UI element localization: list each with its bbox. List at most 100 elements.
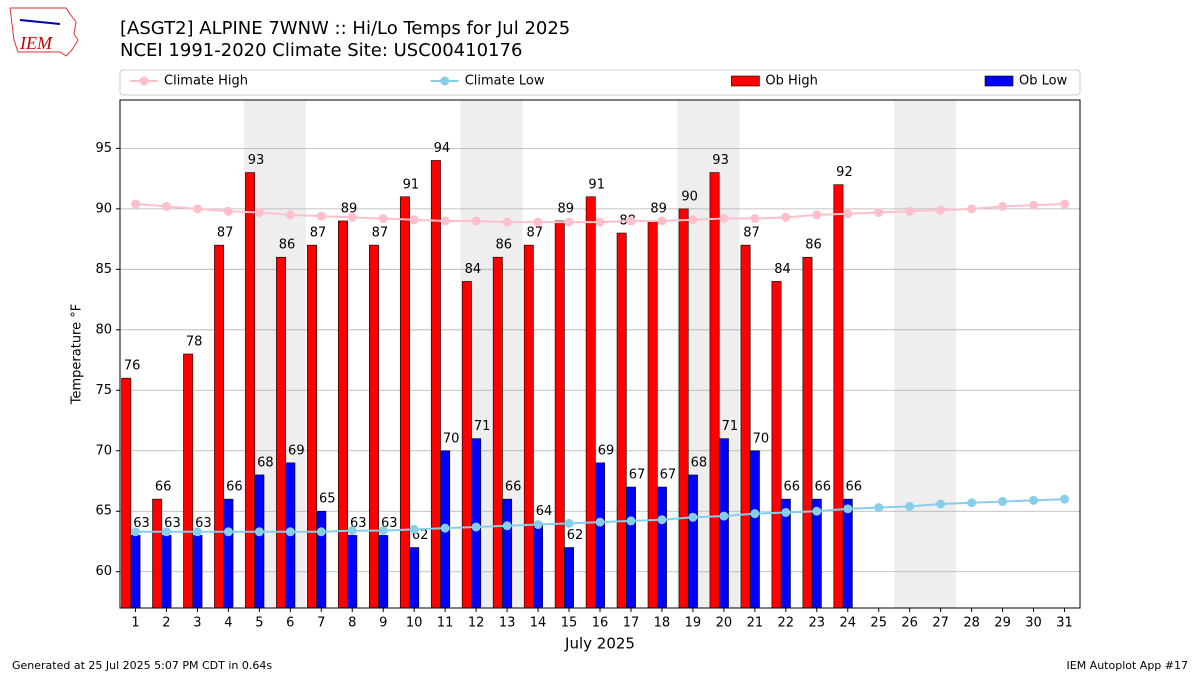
bar <box>338 220 348 609</box>
point <box>843 504 853 514</box>
data-label: 71 <box>722 419 739 434</box>
data-label: 66 <box>845 480 862 495</box>
point <box>409 215 419 225</box>
logo-text: IEM <box>19 33 53 53</box>
point <box>1029 200 1039 210</box>
point <box>843 209 853 219</box>
data-label: 67 <box>660 468 677 483</box>
x-tick-label: 30 <box>1025 616 1042 631</box>
x-tick-label: 25 <box>870 616 887 631</box>
legend-label: Climate Low <box>465 74 545 89</box>
bar <box>161 535 172 609</box>
point <box>192 527 202 537</box>
point <box>905 206 915 216</box>
bar <box>276 256 286 609</box>
point <box>998 497 1008 507</box>
x-tick-label: 10 <box>406 616 423 631</box>
x-tick-label: 21 <box>747 616 764 631</box>
x-tick-label: 23 <box>809 616 826 631</box>
point <box>688 512 698 522</box>
x-tick-label: 12 <box>468 616 485 631</box>
point <box>533 217 543 227</box>
x-tick-label: 2 <box>162 616 170 631</box>
data-label: 71 <box>474 419 491 434</box>
x-tick-label: 24 <box>839 616 856 631</box>
point <box>502 217 512 227</box>
bar <box>833 184 844 609</box>
x-tick-label: 6 <box>286 616 294 631</box>
weekend-shade <box>894 100 957 608</box>
bar <box>564 547 574 609</box>
data-label: 86 <box>805 238 822 253</box>
x-tick-label: 3 <box>193 616 201 631</box>
bar <box>554 220 565 609</box>
data-label: 86 <box>496 238 513 253</box>
x-tick-label: 11 <box>437 616 454 631</box>
data-label: 87 <box>217 226 234 241</box>
legend-swatch <box>731 75 760 87</box>
x-tick-label: 17 <box>623 616 640 631</box>
bar <box>130 535 141 609</box>
bar <box>740 244 751 609</box>
bar <box>254 474 265 609</box>
point <box>719 511 729 521</box>
data-label: 63 <box>195 516 212 531</box>
point <box>905 501 915 511</box>
point <box>347 212 357 222</box>
data-label: 63 <box>164 516 181 531</box>
point <box>254 207 264 217</box>
data-label: 62 <box>567 528 584 543</box>
bar <box>378 535 389 609</box>
data-label: 87 <box>743 226 760 241</box>
point <box>161 201 171 211</box>
bar <box>842 498 853 609</box>
x-tick-label: 8 <box>348 616 356 631</box>
bar <box>152 498 163 609</box>
point <box>533 520 543 530</box>
y-tick-label: 60 <box>95 564 112 579</box>
point <box>316 527 326 537</box>
point <box>223 206 233 216</box>
data-label: 70 <box>443 431 460 446</box>
data-label: 65 <box>319 492 336 507</box>
data-label: 92 <box>836 165 853 180</box>
bar <box>749 450 760 609</box>
logo-line <box>19 19 61 25</box>
bar <box>461 281 472 609</box>
data-label: 86 <box>279 238 296 253</box>
data-label: 76 <box>124 359 141 374</box>
data-label: 70 <box>753 431 770 446</box>
point <box>812 210 822 220</box>
point <box>471 522 481 532</box>
chart-subtitle: NCEI 1991-2020 Climate Site: USC00410176 <box>120 40 522 61</box>
legend-box <box>119 69 1081 96</box>
y-tick-label: 80 <box>95 322 112 337</box>
point <box>285 527 295 537</box>
point <box>657 515 667 525</box>
x-tick-label: 18 <box>654 616 671 631</box>
legend-marker <box>440 76 450 86</box>
bar <box>533 523 544 609</box>
data-label: 89 <box>341 201 358 216</box>
footer-left: Generated at 25 Jul 2025 5:07 PM CDT in … <box>12 659 272 672</box>
bar <box>245 172 256 609</box>
y-tick-label: 75 <box>95 383 112 398</box>
bar <box>771 281 782 609</box>
point <box>688 215 698 225</box>
chart-title: [ASGT2] ALPINE 7WNW :: Hi/Lo Temps for J… <box>120 18 570 39</box>
x-tick-label: 9 <box>379 616 387 631</box>
legend-marker <box>139 76 149 86</box>
point <box>936 499 946 509</box>
legend-swatch <box>984 75 1014 87</box>
legend-label: Ob High <box>765 74 818 89</box>
data-label: 94 <box>434 141 451 156</box>
data-label: 89 <box>557 201 574 216</box>
point <box>564 217 574 227</box>
point <box>967 204 977 214</box>
point <box>192 204 202 214</box>
x-tick-label: 14 <box>530 616 547 631</box>
data-label: 66 <box>226 480 243 495</box>
data-label: 68 <box>691 455 708 470</box>
point <box>1060 199 1070 209</box>
y-axis-label: Temperature °F <box>70 304 85 405</box>
